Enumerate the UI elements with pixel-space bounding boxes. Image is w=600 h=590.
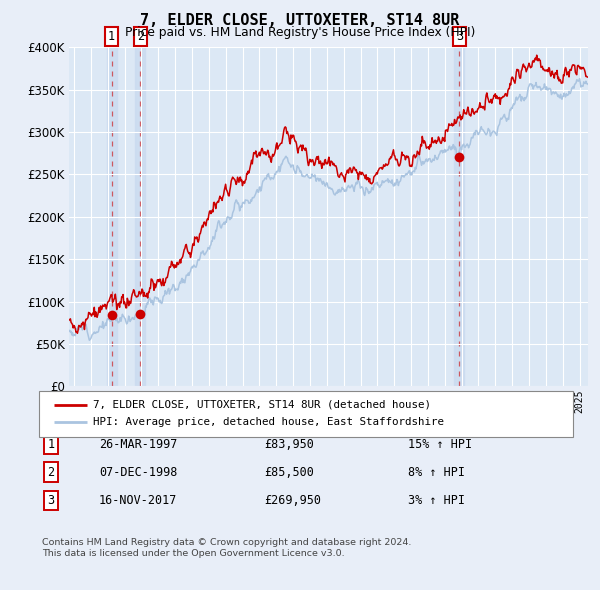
Bar (107, 47, 116, 386)
Bar (454, 47, 464, 386)
Text: 1: 1 (108, 30, 115, 43)
Text: This data is licensed under the Open Government Licence v3.0.: This data is licensed under the Open Gov… (42, 549, 344, 558)
Text: 3: 3 (456, 30, 463, 43)
Text: 8% ↑ HPI: 8% ↑ HPI (408, 466, 465, 478)
Text: £269,950: £269,950 (264, 494, 321, 507)
Text: 2: 2 (137, 30, 144, 43)
Text: 3: 3 (47, 494, 55, 507)
Text: 2: 2 (47, 466, 55, 478)
Text: Contains HM Land Registry data © Crown copyright and database right 2024.: Contains HM Land Registry data © Crown c… (42, 538, 412, 547)
Text: £83,950: £83,950 (264, 438, 314, 451)
Text: 16-NOV-2017: 16-NOV-2017 (99, 494, 178, 507)
Bar (135, 47, 145, 386)
Text: 07-DEC-1998: 07-DEC-1998 (99, 466, 178, 478)
Text: 3% ↑ HPI: 3% ↑ HPI (408, 494, 465, 507)
Text: Price paid vs. HM Land Registry's House Price Index (HPI): Price paid vs. HM Land Registry's House … (125, 26, 475, 39)
Text: £85,500: £85,500 (264, 466, 314, 478)
Text: 26-MAR-1997: 26-MAR-1997 (99, 438, 178, 451)
Text: HPI: Average price, detached house, East Staffordshire: HPI: Average price, detached house, East… (93, 417, 444, 427)
Text: 1: 1 (47, 438, 55, 451)
Text: 7, ELDER CLOSE, UTTOXETER, ST14 8UR (detached house): 7, ELDER CLOSE, UTTOXETER, ST14 8UR (det… (93, 400, 431, 410)
Text: 7, ELDER CLOSE, UTTOXETER, ST14 8UR: 7, ELDER CLOSE, UTTOXETER, ST14 8UR (140, 13, 460, 28)
Text: 15% ↑ HPI: 15% ↑ HPI (408, 438, 472, 451)
